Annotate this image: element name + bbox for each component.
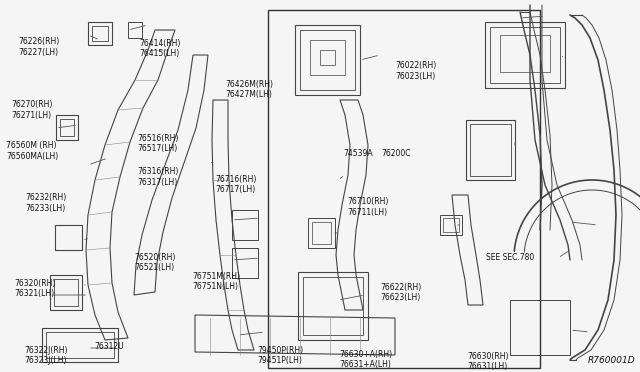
Text: 76630+A(RH)
76631+A(LH): 76630+A(RH) 76631+A(LH) [339, 350, 392, 369]
Text: 76414(RH)
76415(LH): 76414(RH) 76415(LH) [140, 39, 181, 58]
Text: 76270(RH)
76271(LH): 76270(RH) 76271(LH) [12, 100, 53, 120]
Text: 76312U: 76312U [95, 342, 124, 351]
Text: 76560M (RH)
76560MA(LH): 76560M (RH) 76560MA(LH) [6, 141, 59, 161]
Text: 76751M(RH)
76751N(LH): 76751M(RH) 76751N(LH) [192, 272, 240, 291]
Bar [268, 10, 540, 368]
Text: 74539A: 74539A [343, 149, 372, 158]
Text: 76516(RH)
76517(LH): 76516(RH) 76517(LH) [138, 134, 179, 153]
Text: R760001D: R760001D [588, 356, 635, 365]
Text: 76426M(RH)
76427M(LH): 76426M(RH) 76427M(LH) [225, 80, 273, 99]
Text: 76232(RH)
76233(LH): 76232(RH) 76233(LH) [26, 193, 67, 213]
Text: SEE SEC.780: SEE SEC.780 [486, 253, 534, 262]
Text: 76200C: 76200C [381, 149, 411, 158]
Text: 76622(RH)
76623(LH): 76622(RH) 76623(LH) [380, 283, 421, 302]
Text: 76320(RH)
76321(LH): 76320(RH) 76321(LH) [14, 279, 56, 298]
Text: 76630(RH)
76631(LH): 76630(RH) 76631(LH) [467, 352, 509, 371]
Text: 76322J(RH)
76323J(LH): 76322J(RH) 76323J(LH) [24, 346, 68, 365]
Text: 76316(RH)
76317(LH): 76316(RH) 76317(LH) [138, 167, 179, 187]
Text: 76520(RH)
76521(LH): 76520(RH) 76521(LH) [134, 253, 176, 272]
Text: 76716(RH)
76717(LH): 76716(RH) 76717(LH) [215, 175, 257, 194]
Text: 76710(RH)
76711(LH): 76710(RH) 76711(LH) [347, 197, 388, 217]
Text: 76226(RH)
76227(LH): 76226(RH) 76227(LH) [18, 37, 59, 57]
Text: 79450P(RH)
79451P(LH): 79450P(RH) 79451P(LH) [257, 346, 303, 365]
Text: 76022(RH)
76023(LH): 76022(RH) 76023(LH) [396, 61, 436, 81]
